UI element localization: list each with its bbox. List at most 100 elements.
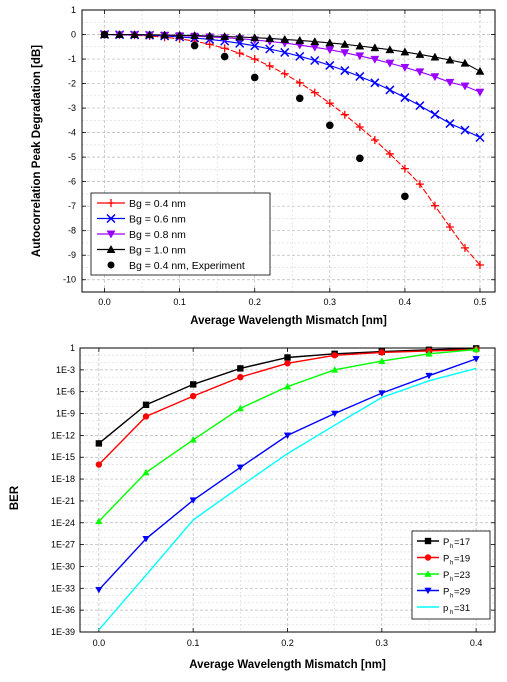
chart2-xtick-label: 0.0 <box>93 638 106 648</box>
chart1-series3-point <box>220 31 230 40</box>
chart2-xtick-label: 0.3 <box>376 638 389 648</box>
chart1-series3-point <box>310 37 320 46</box>
chart1-series0-point <box>355 122 364 131</box>
chart1-ytick-label: 0 <box>71 30 76 40</box>
chart2-legend-sub-1: h <box>450 561 453 567</box>
chart2-ytick-label: 1E-3 <box>56 365 75 375</box>
chart1-ytick-label: -2 <box>68 79 76 89</box>
chart1-series0-point <box>265 61 274 70</box>
chart2-series2-point <box>331 366 339 373</box>
chart2-xtick-label: 0.2 <box>281 638 294 648</box>
chart1-ytick-label: -3 <box>68 103 76 113</box>
chart1-series0-point <box>280 69 289 78</box>
chart2-ytick-label: 1E-12 <box>51 430 75 440</box>
chart2-x-axis-label: Average Wavelength Mismatch [nm] <box>189 659 386 671</box>
chart1-series4-point <box>401 192 409 201</box>
chart2-series3-point <box>425 372 433 380</box>
chart2-series3-point <box>142 535 150 543</box>
chart1-legend-marker-2 <box>106 230 116 239</box>
chart1-series1-point <box>430 109 440 119</box>
chart2-legend-marker-0 <box>424 537 432 545</box>
chart2-legend <box>411 530 491 620</box>
chart2-series3-point <box>236 464 244 472</box>
chart1-legend-label-2: Bg = 0.8 nm <box>129 229 186 241</box>
chart2-series2-point <box>95 517 103 525</box>
chart1-series2-point <box>460 82 470 91</box>
chart2-legend-sub-2: h <box>450 577 453 583</box>
chart1-ytick-label: -10 <box>63 275 76 285</box>
chart1-series1-point <box>265 44 275 54</box>
chart1-series0-point <box>475 261 484 270</box>
chart2-legend-label-4: p <box>443 603 448 614</box>
chart1-xtick-label: 0.3 <box>324 297 337 307</box>
chart2-ytick-label: 1E-18 <box>51 474 75 484</box>
chart1-series1-point <box>445 119 455 129</box>
chart1-series2-point <box>475 88 485 97</box>
chart2-series3-point <box>189 497 197 504</box>
chart1-series3-point <box>295 35 305 44</box>
chart1-series-line-0 <box>104 33 481 266</box>
chart1-series0-point <box>205 40 214 49</box>
chart2-ytick-label: 1 <box>70 343 75 353</box>
chart1-legend-label-3: Bg = 1.0 nm <box>129 245 186 257</box>
chart2-legend-suffix-1: =19 <box>454 554 470 565</box>
chart1-series4-point <box>100 30 109 39</box>
chart1-y-axis-label: Autocorrelation Peak Degradation [dB] <box>31 45 43 257</box>
chart1-series2-point <box>445 78 455 87</box>
chart2-series-line-4 <box>98 367 477 631</box>
chart1-series4-point <box>326 121 334 130</box>
chart2-legend-marker-2 <box>424 570 432 577</box>
chart1-legend-label-0: Bg = 0.4 nm <box>129 198 186 210</box>
chart1-series3-point <box>145 30 155 39</box>
chart1-series2-point <box>340 49 350 58</box>
chart2-ytick-label: 1E-39 <box>51 627 75 637</box>
chart1-ytick-label: -8 <box>68 226 76 236</box>
chart2-series1-point <box>189 392 197 400</box>
chart1-series3-point <box>175 30 185 39</box>
chart1-series0-point <box>385 149 394 158</box>
chart2-ytick-label: 1E-21 <box>51 496 75 506</box>
chart1-series1-point <box>475 132 485 143</box>
chart1-series1-point <box>355 71 365 81</box>
chart1-series3-point <box>415 49 425 58</box>
chart2-series3-point <box>378 390 386 397</box>
chart1-series3-point <box>400 47 410 56</box>
chart1-legend-marker-1 <box>106 213 116 224</box>
chart2-series1-point <box>378 349 386 356</box>
chart2-series2-point <box>425 350 433 357</box>
chart2-legend-suffix-4: =31 <box>454 603 470 614</box>
chart1-series3-point <box>385 45 395 54</box>
chart1-xtick-label: 0.2 <box>248 297 261 307</box>
chart1-series1-point <box>250 41 260 51</box>
chart1-series4-point <box>250 73 259 82</box>
chart1-series2-point <box>355 52 365 61</box>
chart2-series2-point <box>378 357 386 364</box>
chart1-ytick-label: 1 <box>71 5 76 15</box>
chart2-ytick-label: 1E-15 <box>51 452 75 462</box>
chart1-series3-point <box>115 30 124 38</box>
chart1-x-axis-label: Average Wavelength Mismatch [nm] <box>190 315 387 327</box>
chart1-series0-point <box>445 223 454 232</box>
chart2-series0-point <box>237 365 244 372</box>
chart1-series0-point <box>370 135 379 144</box>
chart1-series1-point <box>235 38 245 48</box>
chart1-series1-point <box>385 85 395 95</box>
chart1-series1-point <box>415 101 425 111</box>
chart1-ytick-label: -5 <box>68 152 76 162</box>
chart2-ytick-label: 1E-27 <box>51 540 75 550</box>
chart2-series2-point <box>283 382 292 390</box>
chart1-series3-point <box>370 43 380 52</box>
chart2-series0-point <box>95 440 103 447</box>
chart2-xtick-label: 0.4 <box>470 638 483 648</box>
chart2-series3-point <box>95 586 103 594</box>
chart1-series1-point <box>400 93 410 103</box>
chart1-series2-point <box>325 46 335 55</box>
chart1-series3-point <box>130 30 139 38</box>
chart1-series4-point <box>190 41 199 50</box>
chart1-series3-point <box>430 52 440 61</box>
chart1-series0-point <box>430 201 439 210</box>
chart1-series3-point <box>160 30 170 39</box>
chart2-legend-suffix-3: =29 <box>454 587 470 598</box>
chart1-series0-point <box>220 44 229 53</box>
